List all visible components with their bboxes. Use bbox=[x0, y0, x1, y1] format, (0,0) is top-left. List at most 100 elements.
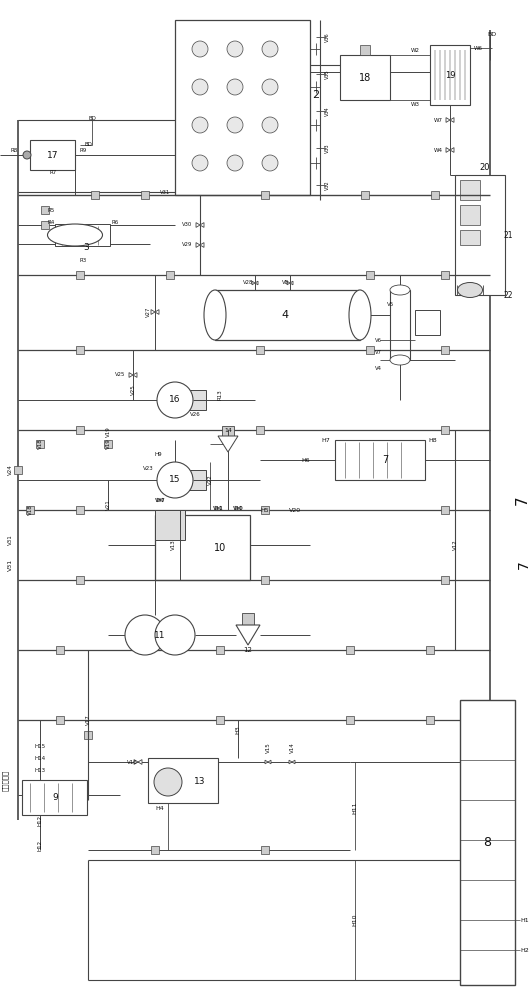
Ellipse shape bbox=[390, 285, 410, 295]
Text: 21: 21 bbox=[504, 231, 513, 239]
Polygon shape bbox=[235, 506, 238, 510]
Polygon shape bbox=[218, 436, 238, 452]
Polygon shape bbox=[446, 148, 450, 152]
Bar bbox=[460, 700, 515, 985]
Text: V20: V20 bbox=[289, 508, 301, 512]
Text: H9: H9 bbox=[154, 452, 162, 458]
Text: V16: V16 bbox=[127, 760, 138, 764]
Polygon shape bbox=[133, 373, 137, 377]
Polygon shape bbox=[160, 498, 163, 502]
Circle shape bbox=[227, 155, 243, 171]
Text: V18: V18 bbox=[28, 505, 32, 515]
Bar bbox=[256, 426, 264, 434]
Polygon shape bbox=[196, 243, 200, 247]
Text: 16: 16 bbox=[169, 395, 181, 404]
Text: V30: V30 bbox=[182, 223, 192, 228]
Text: V36: V36 bbox=[325, 32, 329, 42]
Polygon shape bbox=[446, 118, 450, 122]
Text: V4: V4 bbox=[375, 365, 382, 370]
Polygon shape bbox=[255, 281, 258, 285]
Bar bbox=[441, 346, 449, 354]
Circle shape bbox=[192, 155, 208, 171]
Text: R6: R6 bbox=[112, 220, 119, 225]
Polygon shape bbox=[268, 760, 271, 764]
Text: H10: H10 bbox=[353, 914, 358, 926]
Text: 11: 11 bbox=[154, 631, 166, 640]
Text: R9: R9 bbox=[80, 147, 87, 152]
Text: V31: V31 bbox=[160, 190, 170, 194]
Text: V31: V31 bbox=[7, 559, 12, 571]
Bar bbox=[14, 466, 22, 474]
Text: H5: H5 bbox=[261, 508, 269, 512]
Text: R8: R8 bbox=[11, 147, 18, 152]
Bar bbox=[261, 191, 269, 199]
Text: BD: BD bbox=[487, 32, 496, 37]
Polygon shape bbox=[252, 281, 255, 285]
Text: BD: BD bbox=[88, 115, 96, 120]
Text: H8: H8 bbox=[428, 438, 437, 442]
Text: H11: H11 bbox=[353, 802, 358, 814]
Text: H14: H14 bbox=[35, 756, 46, 760]
Bar bbox=[340, 55, 390, 100]
Circle shape bbox=[125, 615, 165, 655]
Bar bbox=[56, 646, 64, 654]
Text: V17: V17 bbox=[86, 715, 90, 725]
Bar bbox=[216, 716, 224, 724]
Text: 10: 10 bbox=[214, 543, 226, 553]
Text: H6: H6 bbox=[301, 458, 310, 462]
Bar bbox=[455, 175, 505, 295]
Bar bbox=[91, 191, 99, 199]
Bar bbox=[188, 470, 206, 490]
Circle shape bbox=[157, 382, 193, 418]
Text: V34: V34 bbox=[325, 106, 329, 116]
Circle shape bbox=[262, 41, 278, 57]
Bar bbox=[430, 45, 470, 105]
Text: W4: W4 bbox=[434, 147, 443, 152]
Circle shape bbox=[262, 79, 278, 95]
Bar bbox=[441, 506, 449, 514]
Ellipse shape bbox=[47, 224, 103, 246]
Bar bbox=[361, 191, 369, 199]
Circle shape bbox=[154, 768, 182, 796]
Bar bbox=[41, 206, 49, 214]
Bar bbox=[175, 20, 310, 195]
Text: 13: 13 bbox=[194, 778, 206, 786]
Polygon shape bbox=[290, 281, 293, 285]
Bar bbox=[141, 191, 149, 199]
Text: W3: W3 bbox=[411, 103, 420, 107]
Text: V8: V8 bbox=[281, 280, 288, 286]
Ellipse shape bbox=[204, 290, 226, 340]
Text: V28: V28 bbox=[243, 280, 253, 286]
Text: V21: V21 bbox=[105, 500, 111, 510]
Bar bbox=[55, 224, 110, 246]
Text: V12: V12 bbox=[453, 540, 458, 550]
Bar bbox=[431, 191, 439, 199]
Circle shape bbox=[23, 151, 31, 159]
Text: BD: BD bbox=[84, 142, 92, 147]
Text: H3: H3 bbox=[236, 726, 240, 734]
Polygon shape bbox=[287, 281, 290, 285]
Polygon shape bbox=[289, 760, 292, 764]
Polygon shape bbox=[151, 310, 155, 314]
Bar bbox=[215, 290, 360, 340]
Text: V32: V32 bbox=[325, 180, 329, 190]
Polygon shape bbox=[129, 373, 133, 377]
Text: R7: R7 bbox=[49, 169, 56, 174]
Bar bbox=[460, 230, 480, 245]
Text: V5: V5 bbox=[387, 302, 394, 308]
Circle shape bbox=[227, 117, 243, 133]
Text: V13: V13 bbox=[170, 540, 176, 550]
Bar bbox=[426, 646, 434, 654]
Bar bbox=[30, 140, 75, 170]
Circle shape bbox=[227, 41, 243, 57]
Bar bbox=[242, 613, 254, 625]
Ellipse shape bbox=[390, 355, 410, 365]
Circle shape bbox=[262, 155, 278, 171]
Polygon shape bbox=[450, 118, 454, 122]
Text: V29: V29 bbox=[181, 242, 192, 247]
Bar bbox=[188, 390, 206, 410]
Bar bbox=[26, 506, 34, 514]
Circle shape bbox=[192, 79, 208, 95]
Bar bbox=[426, 716, 434, 724]
Circle shape bbox=[157, 462, 193, 498]
